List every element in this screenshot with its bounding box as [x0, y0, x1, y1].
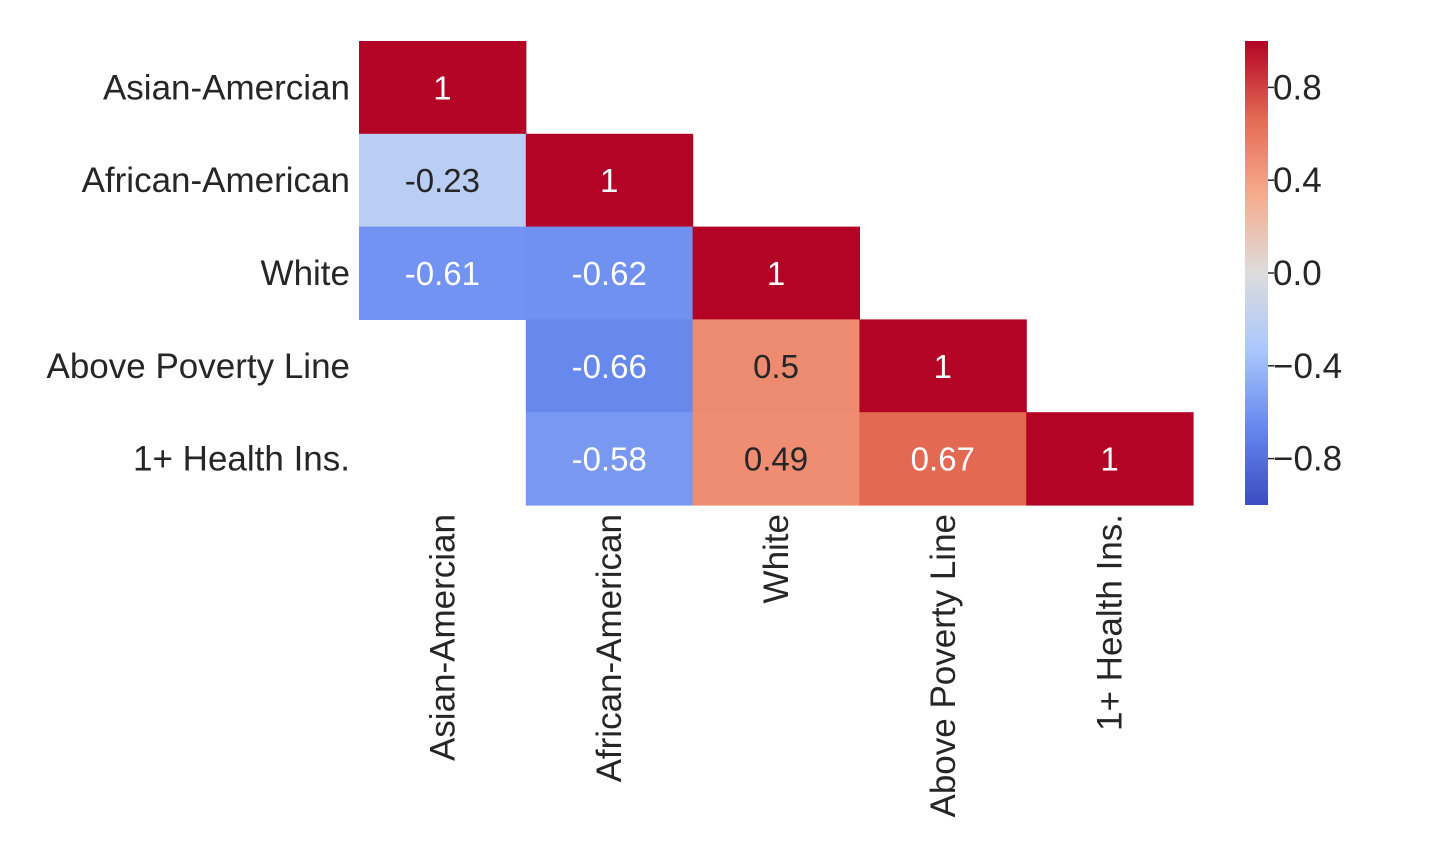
heatmap-cells	[359, 41, 1194, 506]
heatmap-cell	[525, 412, 694, 506]
cell-value-label: 1	[433, 69, 451, 106]
cell-value-label: 1	[767, 255, 785, 292]
column-tick-label: Asian-Amercian	[423, 514, 462, 761]
row-labels: Asian-Amercian African-American White Above…	[46, 68, 350, 478]
cell-value-label: 0.67	[911, 441, 975, 478]
column-tick-label: 1+ Health Ins.	[1091, 514, 1130, 731]
column-labels: Asian-Amercian African-American White Above…	[423, 514, 1129, 818]
colorbar-tick-label: 0.8	[1273, 68, 1322, 107]
heatmap-cell	[525, 319, 694, 413]
cell-value-label: 0.49	[744, 441, 808, 478]
heatmap-cell	[1026, 412, 1194, 506]
heatmap-cell	[525, 226, 694, 320]
row-tick-label: African-American	[82, 161, 350, 200]
cell-value-label: -0.58	[572, 441, 647, 478]
cell-value-label: 1	[1100, 441, 1118, 478]
colorbar-tick-label: 0.4	[1273, 161, 1322, 200]
heatmap-cell	[359, 133, 527, 228]
heatmap-cell	[525, 133, 694, 228]
row-tick-label: White	[261, 254, 350, 293]
column-tick-label: White	[757, 514, 796, 603]
colorbar-tick-label: −0.8	[1273, 440, 1342, 479]
heatmap-cell	[859, 319, 1027, 413]
heatmap-cell	[359, 226, 527, 320]
colorbar-tick-label: 0.0	[1273, 254, 1322, 293]
column-tick-label: Above Poverty Line	[924, 514, 963, 818]
cell-value-label: 1	[600, 162, 618, 199]
heatmap-cell	[359, 41, 527, 135]
cell-value-label: -0.62	[572, 255, 647, 292]
heatmap-cell	[692, 319, 860, 413]
colorbar: 0.8 0.4 0.0 −0.4 −0.8	[1245, 41, 1342, 505]
cell-value-label: -0.23	[405, 162, 480, 199]
heatmap-cell-labels: 1 -0.23 1 -0.61 -0.62 1 -0.66 0.5 1 -0.58 0.49 0.67…	[405, 69, 1119, 477]
heatmap-cell	[692, 412, 860, 506]
row-tick-label: 1+ Health Ins.	[133, 440, 350, 479]
row-tick-label: Above Poverty Line	[46, 347, 350, 386]
colorbar-tick-label: −0.4	[1273, 347, 1342, 386]
cell-value-label: -0.61	[405, 255, 480, 292]
heatmap-cell	[692, 226, 860, 320]
heatmap-cell	[859, 412, 1027, 506]
cell-value-label: 0.5	[753, 348, 799, 385]
column-tick-label: African-American	[590, 514, 629, 782]
row-tick-label: Asian-Amercian	[103, 68, 350, 107]
cell-value-label: -0.66	[572, 348, 647, 385]
cell-value-label: 1	[934, 348, 952, 385]
colorbar-gradient	[1245, 41, 1268, 505]
